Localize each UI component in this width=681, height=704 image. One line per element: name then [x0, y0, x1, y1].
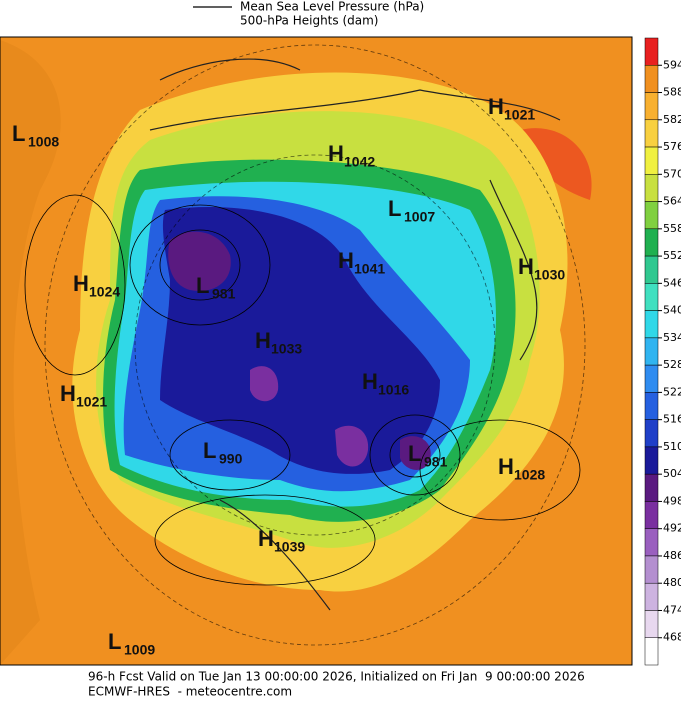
- colorbar-label: 552: [663, 249, 681, 262]
- colorbar-box: [644, 310, 659, 339]
- colorbar-label: 540: [663, 304, 681, 317]
- colorbar-box: [644, 392, 659, 420]
- colorbar-box: [644, 473, 659, 502]
- legend-line-label: Mean Sea Level Pressure (hPa): [240, 0, 424, 14]
- colorbar-box: [644, 119, 659, 148]
- footer-valid: 96-h Fcst Valid on Tue Jan 13 00:00:00 2…: [88, 670, 585, 684]
- colorbar-box: [644, 501, 659, 529]
- colorbar-box: [644, 364, 659, 393]
- map: [0, 37, 632, 665]
- colorbar-box: [644, 92, 659, 121]
- colorbar-label: 510: [663, 440, 681, 453]
- map-frame: [0, 36, 633, 666]
- center-letter: H: [255, 328, 271, 353]
- colorbar-box: [644, 528, 659, 557]
- center-value: 990: [219, 451, 243, 467]
- colorbar-label: 528: [663, 358, 681, 371]
- colorbar-box: [644, 555, 659, 584]
- colorbar-label: 480: [663, 576, 681, 589]
- colorbar-label: 474: [663, 603, 681, 616]
- center-letter: L: [196, 273, 209, 298]
- colorbar-label: 468: [663, 631, 681, 644]
- center-value: 1008: [28, 134, 59, 150]
- colorbar-label: 570: [663, 167, 681, 180]
- colorbar-box: [644, 419, 659, 448]
- center-value: 1007: [404, 209, 435, 225]
- center-letter: L: [408, 441, 421, 466]
- colorbar-box: [644, 228, 659, 257]
- colorbar-box: [644, 283, 659, 311]
- center-value: 981: [424, 454, 448, 470]
- center-value: 1028: [514, 467, 545, 483]
- center-value: 1021: [504, 107, 535, 123]
- colorbar-label: 588: [663, 86, 681, 99]
- colorbar-box: [644, 446, 659, 475]
- center-letter: H: [518, 254, 534, 279]
- colorbar-label: 486: [663, 549, 681, 562]
- center-letter: H: [60, 381, 76, 406]
- colorbar-label: 582: [663, 113, 681, 126]
- colorbar-label: 498: [663, 494, 681, 507]
- colorbar-label: 558: [663, 222, 681, 235]
- center-value: 1039: [274, 539, 305, 555]
- center-value: 1041: [354, 261, 385, 277]
- colorbar-box: [644, 337, 659, 366]
- colorbar-label: 594: [663, 58, 681, 71]
- center-letter: L: [203, 438, 216, 463]
- colorbar-box: [644, 201, 659, 230]
- colorbar-box: [644, 637, 659, 666]
- center-value: 1021: [76, 394, 107, 410]
- center-letter: H: [362, 369, 378, 394]
- center-letter: L: [388, 196, 401, 221]
- center-letter: L: [12, 121, 25, 146]
- colorbar-box: [644, 610, 659, 638]
- colorbar-box: [644, 146, 659, 175]
- colorbar-label: 492: [663, 522, 681, 535]
- center-letter: H: [258, 526, 274, 551]
- colorbar-label: 564: [663, 195, 681, 208]
- center-value: 1024: [89, 284, 120, 300]
- center-value: 981: [212, 286, 236, 302]
- colorbar-label: 504: [663, 467, 681, 480]
- colorbar-label: 522: [663, 385, 681, 398]
- center-value: 1030: [534, 267, 565, 283]
- center-value: 1033: [271, 341, 302, 357]
- center-letter: L: [108, 629, 121, 654]
- center-letter: H: [338, 248, 354, 273]
- colorbar-box: [644, 255, 659, 284]
- center-value: 1016: [378, 382, 409, 398]
- colorbar-label: 534: [663, 331, 681, 344]
- colorbar-label: 516: [663, 413, 681, 426]
- colorbar-box: [644, 65, 659, 93]
- colorbar-label: 576: [663, 140, 681, 153]
- center-letter: H: [73, 271, 89, 296]
- center-value: 1009: [124, 642, 155, 658]
- center-letter: H: [328, 141, 344, 166]
- colorbar-box: [644, 174, 659, 202]
- colorbar-label: 546: [663, 276, 681, 289]
- center-value: 1042: [344, 154, 375, 170]
- center-letter: H: [498, 454, 514, 479]
- legend-fill-label: 500-hPa Heights (dam): [240, 14, 378, 28]
- center-letter: H: [488, 94, 504, 119]
- footer-source: ECMWF-HRES - meteocentre.com: [88, 685, 292, 699]
- colorbar-box: [644, 582, 659, 611]
- colorbar-box: [644, 37, 659, 66]
